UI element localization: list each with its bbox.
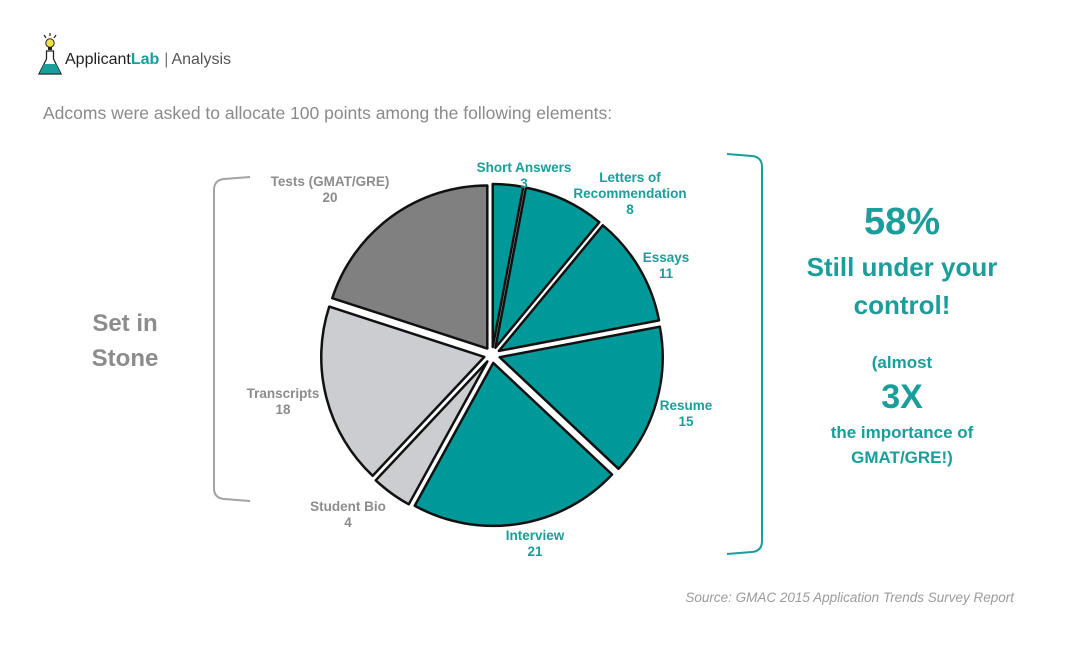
brand-section: Analysis	[171, 51, 232, 68]
brand-logo: ApplicantLab | Analysis	[38, 32, 298, 80]
pie-slices	[320, 182, 664, 528]
source-note: Source: GMAC 2015 Application Trends Sur…	[685, 590, 1014, 605]
pie-label-short-answers: Short Answers 3	[477, 160, 572, 191]
pie-slice-tests-gmat-gre	[331, 184, 489, 350]
callout-importance2: GMAT/GRE!)	[851, 448, 953, 467]
pie-label-resume: Resume 15	[660, 398, 713, 429]
callout-line2: control!	[853, 290, 951, 320]
brand-name: ApplicantLab | Analysis	[65, 51, 231, 69]
callout-importance1: the importance of	[830, 423, 974, 442]
brand-separator: |	[164, 51, 169, 68]
intro-text: Adcoms were asked to allocate 100 points…	[43, 103, 613, 123]
pie-slice-resume	[498, 325, 664, 471]
pie-label-tests-gmat-gre: Tests (GMAT/GRE) 20	[271, 174, 390, 205]
right-bracket	[726, 153, 763, 555]
callout-multiplier: 3X	[881, 378, 923, 416]
control-callout: 58% Still under your control! (almost 3X…	[782, 196, 1022, 470]
brand-name-accent: Lab	[130, 51, 160, 68]
left-bracket	[213, 176, 251, 502]
pie-label-essays: Essays 11	[643, 250, 690, 281]
pie-label-transcripts: Transcripts 18	[247, 386, 320, 417]
pie-label-student-bio: Student Bio 4	[310, 499, 386, 530]
pie-label-interview: Interview 21	[506, 528, 565, 559]
pie-slice-letters-of-recommendation	[494, 186, 601, 350]
pie-slice-transcripts	[320, 305, 486, 478]
pie-slice-student-bio	[374, 360, 489, 506]
pie-slice-essays	[497, 224, 661, 353]
pie-slice-labels: Short Answers 3 Letters of Recommendation 8 E…	[247, 160, 713, 559]
callout-almost: (almost	[871, 353, 933, 372]
set-in-stone-line2: Stone	[91, 345, 159, 372]
set-in-stone-line1: Set in	[92, 310, 158, 337]
callout-line1: Still under your	[806, 252, 998, 282]
pie-label-letters-of-recommendation: Letters of Recommendation 8	[573, 170, 686, 217]
pie-slice-interview	[413, 361, 614, 528]
callout-percent: 58%	[863, 201, 941, 243]
flask-lightbulb-icon	[38, 33, 63, 75]
set-in-stone-label: Set in Stone	[60, 306, 190, 376]
brand-name-prefix: Applicant	[65, 51, 131, 68]
pie-slice-short-answers	[491, 182, 525, 349]
